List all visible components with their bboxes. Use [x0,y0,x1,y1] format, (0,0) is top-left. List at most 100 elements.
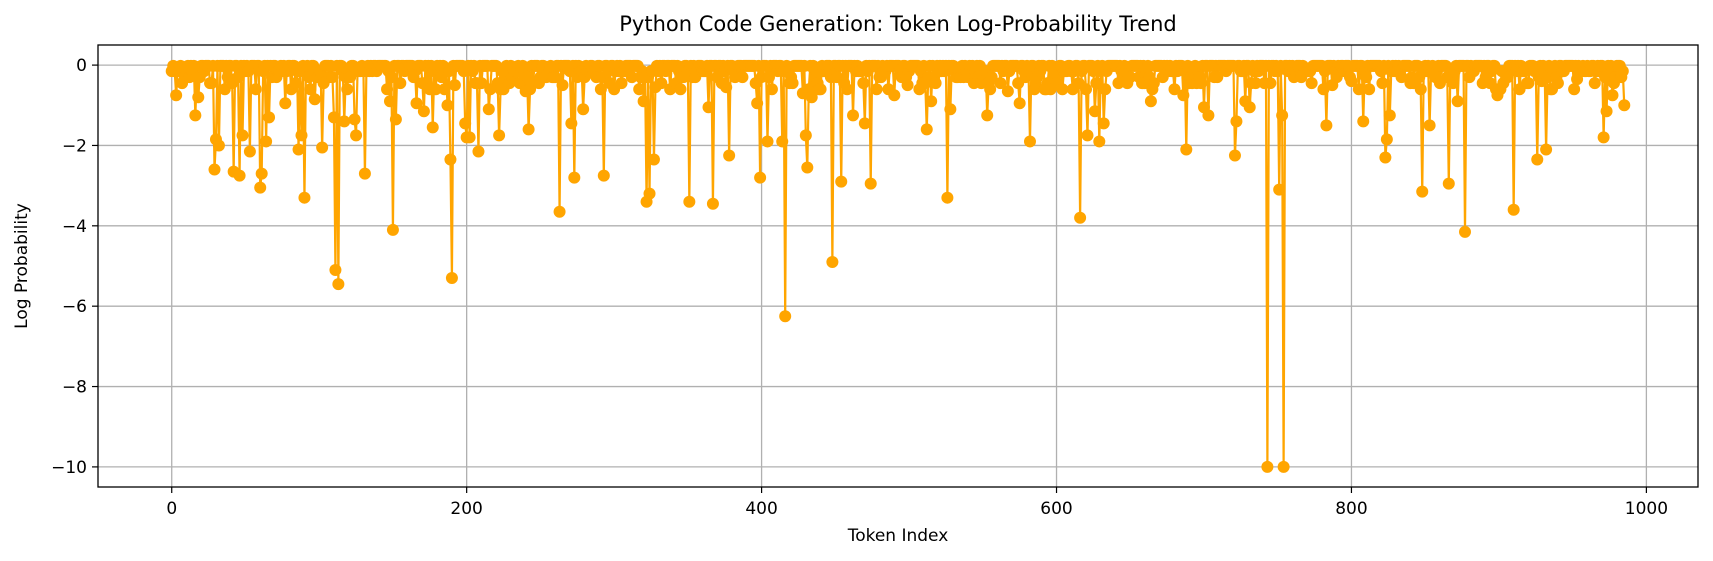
data-point [438,83,451,96]
x-tick-label: 600 [1040,499,1072,519]
data-point [394,77,407,90]
data-point [1531,153,1544,166]
data-point [249,83,262,96]
data-point [459,117,472,130]
data-point [655,77,668,90]
data-point [870,83,883,96]
data-point [994,77,1007,90]
data-point [472,145,485,158]
data-point [308,93,321,106]
data-point [920,123,933,136]
data-point [706,197,719,210]
data-point [205,77,218,90]
data-point [482,103,495,116]
data-point [304,83,317,96]
data-point [1180,143,1193,156]
data-point [1097,117,1110,130]
data-point [350,129,363,142]
data-point [720,81,733,94]
data-point [192,91,205,104]
data-point [779,310,792,323]
data-point [1414,83,1427,96]
data-point [1451,95,1464,108]
data-point [338,115,351,128]
data-point [625,71,638,84]
data-point [348,113,361,126]
data-point [814,83,827,96]
data-point [577,103,590,116]
data-point [1379,151,1392,164]
data-point [826,255,839,268]
y-tick-label: −10 [51,458,87,478]
data-point [1144,95,1157,108]
data-point [1277,460,1290,473]
data-point [633,83,646,96]
data-point [493,129,506,142]
data-point [1273,183,1286,196]
data-point [279,97,292,110]
data-point [1376,77,1389,90]
data-point [1195,77,1208,90]
data-point [358,167,371,180]
data-point [1363,83,1376,96]
data-point [1501,71,1514,84]
data-point [1320,119,1333,132]
data-point [170,89,183,102]
data-point [385,71,398,84]
data-point [847,109,860,122]
data-point [643,187,656,200]
data-point [389,113,402,126]
data-point [1459,225,1471,238]
data-point [1099,83,1112,96]
data-point [386,223,399,236]
data-point [1090,77,1103,90]
data-point [327,111,340,124]
data-point [762,71,775,84]
data-point [929,77,942,90]
data-point [1380,133,1393,146]
data-point [941,191,954,204]
data-point [1243,101,1256,114]
data-point [1081,129,1094,142]
data-point [381,83,394,96]
data-point [1597,131,1610,144]
series-layer [165,59,1631,473]
data-point [295,129,308,142]
data-point [985,71,998,84]
data-point [1618,99,1631,112]
data-point [441,99,454,112]
data-point [1124,71,1137,84]
data-point [1507,203,1520,216]
data-point [944,103,957,116]
data-point [329,264,342,277]
data-point [1540,143,1553,156]
data-point [776,135,789,148]
data-point [801,161,814,174]
data-point [1202,109,1215,122]
data-point [298,191,311,204]
data-point [522,123,535,136]
data-point [1056,83,1069,96]
data-point [1588,77,1601,90]
data-point [1606,89,1619,102]
data-point [1305,77,1318,90]
data-point [1264,77,1277,90]
data-point [463,131,476,144]
data-point [594,83,607,96]
data-point [316,141,329,154]
data-point [1177,89,1190,102]
data-point [1276,109,1289,122]
data-point [888,89,901,102]
data-point [260,135,273,148]
data-point [429,83,442,96]
data-point [1442,177,1455,190]
data-point [556,79,569,92]
data-point [901,79,914,92]
data-point [1230,115,1243,128]
data-point [1147,77,1160,90]
data-point [754,171,767,184]
data-point [565,117,578,130]
data-point [1211,71,1224,84]
data-point [426,121,439,134]
data-point [1360,71,1373,84]
